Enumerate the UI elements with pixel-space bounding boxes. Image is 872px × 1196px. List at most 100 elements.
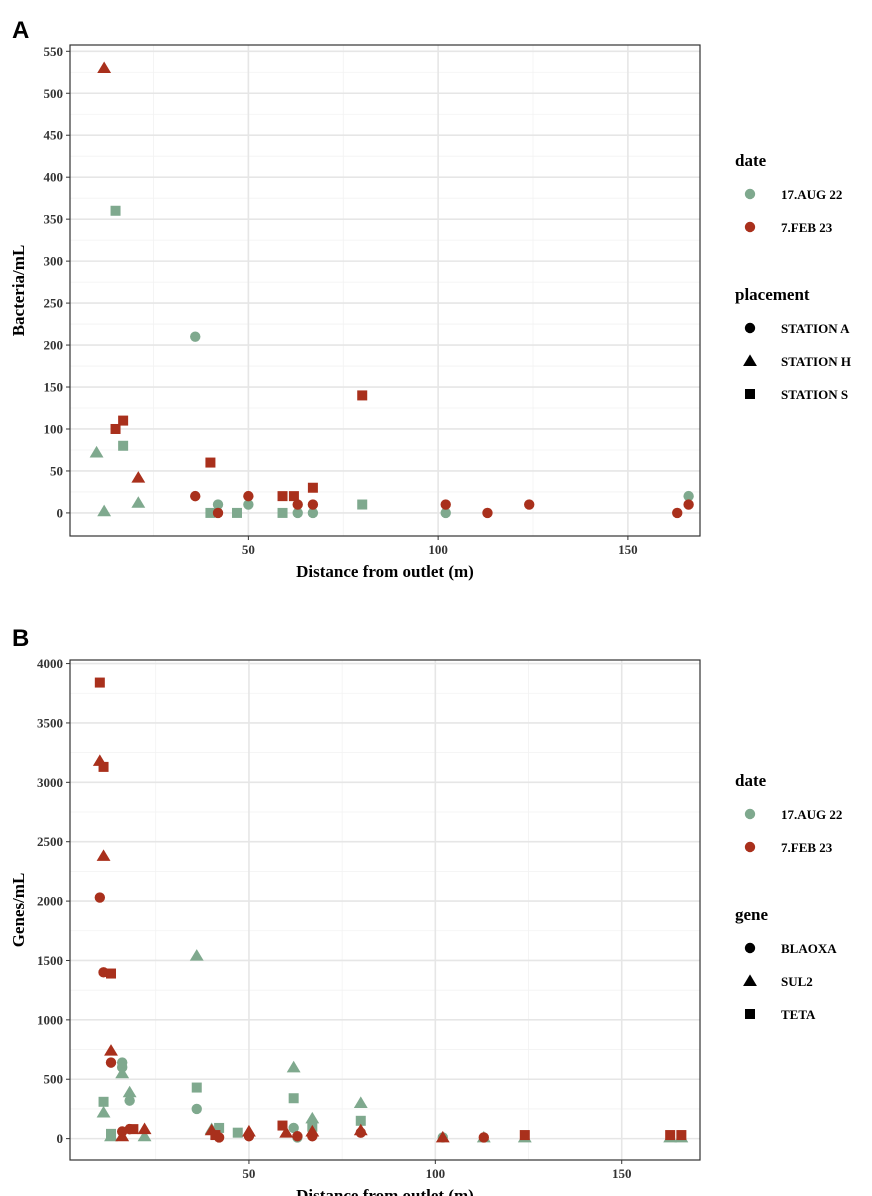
panel-a-data-point xyxy=(131,496,146,508)
panel-b-data-point xyxy=(106,968,117,979)
panel-a-y-tick-label: 100 xyxy=(44,421,64,436)
panel-a-data-point xyxy=(672,507,683,519)
panel-b-y-tick-label: 1500 xyxy=(37,953,63,968)
panel-b-y-tick-label: 2000 xyxy=(37,894,63,909)
panel-a-data-point xyxy=(118,440,129,451)
panel-b-data-point xyxy=(122,1085,137,1098)
panel-b-legend-key xyxy=(744,841,756,853)
panel-b-data-point xyxy=(288,1122,299,1134)
panel-b-data-point xyxy=(115,1066,130,1079)
panel-b-legend-key xyxy=(744,942,756,954)
panel-b-data-point xyxy=(355,1115,366,1126)
panel-a-legend-title: date xyxy=(735,151,767,170)
panel-b-data-point xyxy=(478,1132,489,1143)
panel-b-legend: date 17.AUG 22 7.FEB 23 gene BLAOXA SUL2 TETA xyxy=(735,771,842,1022)
panel-a-data-point xyxy=(307,482,318,493)
panel-a-legend-key xyxy=(744,322,756,334)
panel-a-data-point xyxy=(97,504,112,517)
panel-b-data-point xyxy=(243,1131,255,1142)
panel-b-data-point xyxy=(104,1044,118,1056)
panel-b-legend-key xyxy=(745,1009,755,1019)
panel-b-x-tick-label: 50 xyxy=(242,1166,255,1181)
panel-a-x-tick-label: 150 xyxy=(618,542,638,557)
panel-a-data-point xyxy=(190,490,201,502)
panel-a-data-point xyxy=(243,490,254,502)
panel-a-legend-label: 7.FEB 23 xyxy=(781,220,833,235)
panel-b-legend-label: 7.FEB 23 xyxy=(781,840,833,855)
panel-a-data-point xyxy=(440,499,451,510)
panel-a-y-tick-label: 50 xyxy=(50,463,63,478)
panel-b-data-point xyxy=(305,1111,320,1124)
panel-b-data-point xyxy=(665,1130,676,1141)
panel-b-data-point xyxy=(519,1130,530,1141)
panel-a-data-point xyxy=(118,415,129,426)
panel-a-y-tick-label: 450 xyxy=(44,128,64,143)
panel-a-y-tick-label: 150 xyxy=(44,380,64,395)
panel-b-y-axis-title: Genes/mL xyxy=(9,873,28,948)
panel-b-y-tick-label: 3500 xyxy=(37,715,63,730)
panel-b-points xyxy=(92,677,689,1143)
panel-b-grid xyxy=(70,660,700,1160)
panel-a-data-point xyxy=(205,457,216,468)
panel-a-legend: date 17.AUG 22 7.FEB 23 placement STATION A S… xyxy=(735,151,851,402)
panel-a-legend-title: placement xyxy=(735,285,810,304)
panel-b-data-point xyxy=(106,1128,117,1139)
panel-b-data-point xyxy=(105,1057,117,1068)
panel-a-y-tick-label: 500 xyxy=(44,86,64,101)
panel-b-data-point xyxy=(94,892,106,903)
panel-b-data-point xyxy=(435,1130,450,1143)
panel-a-legend-key xyxy=(745,389,755,399)
panel-b-data-point xyxy=(98,1096,109,1107)
panel-a-legend-key xyxy=(744,221,756,233)
panel-b-data-point xyxy=(213,1132,225,1143)
panel-a-data-point xyxy=(307,507,319,519)
panel-b-data-point xyxy=(286,1060,301,1073)
panel-a-data-point xyxy=(357,390,368,401)
panel-b-y-tick-label: 3000 xyxy=(37,775,63,790)
panel-a-data-point xyxy=(205,507,216,518)
panel-a-data-point xyxy=(190,331,201,342)
panel-b-legend-label: SUL2 xyxy=(781,974,813,989)
panel-a-y-tick-label: 400 xyxy=(44,170,64,185)
panel-b-data-point xyxy=(676,1130,687,1141)
panel-b-x-tick-label: 100 xyxy=(426,1166,446,1181)
panel-a-data-point xyxy=(482,507,493,519)
panel-a-y-tick-label: 550 xyxy=(44,44,64,59)
panel-a-data-point xyxy=(110,423,121,434)
panel-a-data-point xyxy=(307,499,319,510)
panel-b-x-axis: 50 100 150 xyxy=(242,1160,631,1181)
panel-b-data-point xyxy=(137,1129,152,1142)
panel-a-data-point xyxy=(683,499,694,510)
panel-b-label: B xyxy=(12,625,29,652)
panel-b-legend-label: BLAOXA xyxy=(781,941,837,956)
panel-a-y-tick-label: 300 xyxy=(44,254,64,269)
panel-b-legend-label: 17.AUG 22 xyxy=(781,807,842,822)
panel-b-y-tick-label: 4000 xyxy=(37,656,63,671)
panel-a-points xyxy=(89,61,694,519)
panel-b-data-point xyxy=(214,1122,225,1133)
panel-b-data-point xyxy=(277,1120,288,1131)
panel-a-data-point xyxy=(243,499,254,510)
panel-b-data-point xyxy=(279,1126,294,1138)
panel-a-data-point xyxy=(110,205,121,216)
panel-a-data-point xyxy=(288,491,299,502)
panel-a-data-point xyxy=(89,445,104,458)
panel-a-y-tick-label: 200 xyxy=(44,338,64,353)
panel-a-data-point xyxy=(683,490,694,502)
panel-b-plot-border xyxy=(69,659,701,1161)
panel-b-data-point xyxy=(292,1131,303,1142)
panel-b-legend-title: date xyxy=(735,771,767,790)
panel-a-y-tick-label: 250 xyxy=(44,296,64,311)
panel-a-legend-key xyxy=(743,354,757,366)
panel-b-data-point xyxy=(189,949,204,961)
panel-b-legend-label: TETA xyxy=(781,1007,816,1022)
panel-a-data-point xyxy=(212,507,224,519)
panel-b-y-tick-label: 1000 xyxy=(37,1012,63,1027)
panel-a-data-point xyxy=(212,499,224,510)
panel-b-x-axis-title: Distance from outlet (m) xyxy=(296,1186,474,1196)
panel-a-legend-key xyxy=(744,188,756,200)
panel-a-x-tick-label: 100 xyxy=(428,542,448,557)
panel-b-y-tick-label: 500 xyxy=(44,1072,64,1087)
panel-a-label: A xyxy=(12,17,29,44)
